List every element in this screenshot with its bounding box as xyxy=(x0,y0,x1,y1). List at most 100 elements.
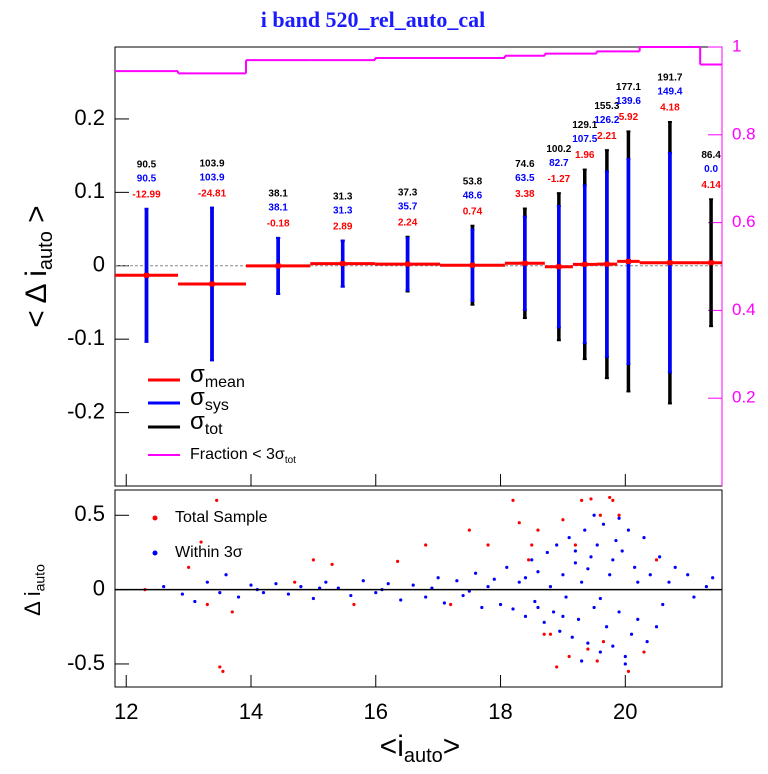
legend-label-part: tot xyxy=(285,454,296,465)
scatter-point xyxy=(686,573,690,577)
y-tick-label: 0 xyxy=(93,575,105,600)
legend-label: Total Sample xyxy=(175,509,268,526)
scatter-point xyxy=(626,669,631,673)
scatter-point xyxy=(629,632,634,636)
scatter-point xyxy=(567,535,571,540)
scatter-point xyxy=(467,528,471,532)
scatter-point xyxy=(517,521,521,525)
value-label: 90.5 xyxy=(137,174,157,185)
mean-marker xyxy=(144,272,150,278)
y2-tick-label: 0.2 xyxy=(732,388,756,407)
y-axis-label: Δ iauto xyxy=(20,564,47,616)
scatter-point xyxy=(636,617,640,621)
value-label: -0.18 xyxy=(267,219,290,230)
scatter-point xyxy=(580,659,584,663)
scatter-point xyxy=(623,662,627,666)
scatter-point xyxy=(527,558,531,562)
mean-marker xyxy=(667,260,673,266)
value-label: 191.7 xyxy=(657,73,682,84)
y-tick-label: -0.1 xyxy=(67,325,105,350)
mean-marker xyxy=(604,261,610,267)
legend-label-part: Fraction < 3σ xyxy=(190,446,285,463)
value-label: 31.3 xyxy=(333,191,353,202)
scatter-point xyxy=(654,625,659,629)
value-label: 38.1 xyxy=(268,189,288,200)
y-tick-label: -0.2 xyxy=(67,398,105,423)
scatter-point xyxy=(424,543,428,547)
scatter-point xyxy=(530,558,534,562)
scatter-point xyxy=(620,549,624,553)
scatter-point xyxy=(604,625,609,629)
scatter-point xyxy=(567,654,571,659)
scatter-point xyxy=(352,602,356,607)
scatter-point xyxy=(205,602,209,607)
mean-marker xyxy=(582,261,588,267)
scatter-point xyxy=(598,513,602,517)
scatter-point xyxy=(492,577,496,581)
scatter-point xyxy=(586,641,590,645)
value-label: 0.0 xyxy=(704,164,718,175)
value-label: 149.4 xyxy=(657,87,682,98)
scatter-point xyxy=(573,549,577,553)
mean-marker xyxy=(522,260,528,266)
legend-label: σmean xyxy=(190,361,245,391)
scatter-point xyxy=(293,580,297,584)
value-label: 82.7 xyxy=(549,158,569,169)
scatter-point xyxy=(570,635,574,639)
scatter-point xyxy=(642,535,646,540)
x-axis-label-part: > xyxy=(443,730,461,763)
value-label: -24.81 xyxy=(198,188,227,199)
scatter-point xyxy=(558,629,562,633)
value-label: -1.27 xyxy=(547,174,570,185)
scatter-point xyxy=(299,585,303,589)
scatter-point xyxy=(661,602,665,607)
scatter-point xyxy=(455,579,459,583)
legend-label-part: sys xyxy=(205,397,229,414)
bottom-frame xyxy=(114,489,723,688)
scatter-point xyxy=(601,640,606,644)
value-label: 177.1 xyxy=(616,82,641,93)
scatter-point xyxy=(667,580,671,584)
scatter-point xyxy=(573,543,577,547)
scatter-point xyxy=(555,665,559,669)
scatter-point xyxy=(486,585,490,589)
scatter-point xyxy=(449,602,453,607)
value-label: 2.24 xyxy=(398,217,418,228)
scatter-point xyxy=(349,593,353,598)
value-label: 48.6 xyxy=(463,190,483,201)
x-tick-label: 16 xyxy=(364,699,388,724)
legend-label-part: tot xyxy=(205,421,223,438)
scatter-point xyxy=(361,579,365,583)
mean-marker xyxy=(625,258,631,264)
scatter-point xyxy=(611,644,615,648)
scatter-point xyxy=(386,582,390,586)
scatter-point xyxy=(180,592,184,596)
mean-marker xyxy=(275,263,281,269)
scatter-point xyxy=(545,550,549,555)
scatter-point xyxy=(611,558,615,562)
mean-marker xyxy=(708,260,714,266)
legend-marker xyxy=(152,515,158,521)
scatter-point xyxy=(261,590,266,595)
scatter-point xyxy=(658,555,662,559)
legend-marker xyxy=(152,550,158,556)
scatter-point xyxy=(592,513,596,517)
legend-label-part: σ xyxy=(190,384,205,411)
legend-label-part: σ xyxy=(190,408,205,435)
scatter-point xyxy=(586,647,590,651)
scatter-point xyxy=(598,596,602,601)
value-label: 126.2 xyxy=(594,115,619,126)
y2-tick-label: 1 xyxy=(732,36,741,55)
scatter-point xyxy=(473,571,478,575)
scatter-point xyxy=(330,562,334,566)
scatter-point xyxy=(633,565,637,569)
scatter-point xyxy=(215,498,219,503)
y-axis-label-part: > xyxy=(20,205,53,231)
scatter-point xyxy=(704,585,709,589)
scatter-point xyxy=(586,567,590,571)
legend-label: σsys xyxy=(190,384,229,414)
scatter-point xyxy=(511,607,515,611)
scatter-point xyxy=(523,614,528,618)
scatter-point xyxy=(642,650,646,654)
